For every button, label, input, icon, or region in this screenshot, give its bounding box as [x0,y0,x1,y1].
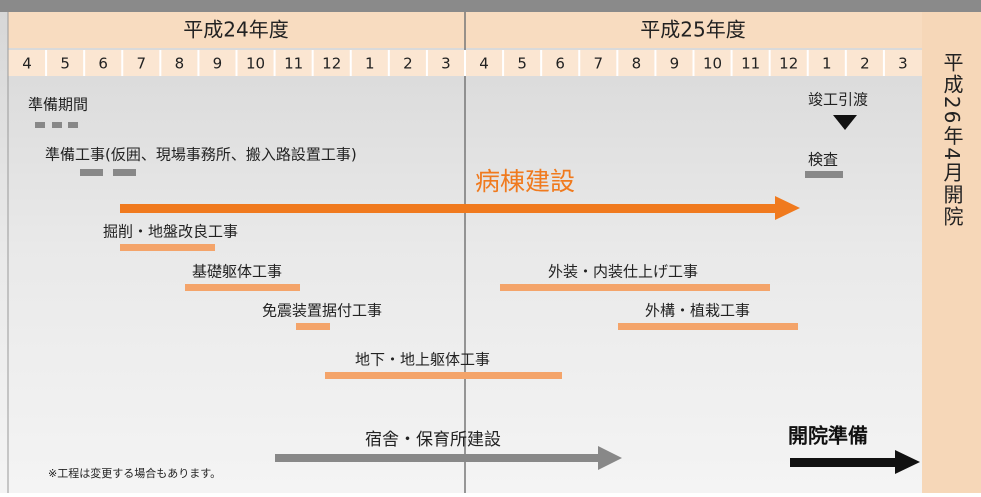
month-label: 8 [175,55,185,73]
task-label: 免震装置据付工事 [262,302,382,320]
year-label: 平成24年度 [183,18,288,42]
month-label: 12 [779,55,798,73]
task-label: 竣工引渡 [808,91,868,109]
month-label: 10 [703,55,722,73]
bar [113,169,136,176]
arrow [790,458,898,467]
task-label: 外装・内装仕上げ工事 [548,263,698,281]
main-arrow [120,204,780,213]
month-label: 3 [441,55,451,73]
schedule: 平成24年度 平成25年度 45678910111212345678910111… [0,0,981,493]
task-label: 掘削・地盤改良工事 [103,223,238,241]
month-label: 12 [322,55,341,73]
task-label: 外構・植栽工事 [645,302,750,320]
bar [618,323,798,330]
bar [325,372,562,379]
task-label: 検査 [808,151,838,169]
top-strip [0,0,981,12]
bar [185,284,300,291]
task-label: 宿舎・保育所建設 [365,430,501,450]
month-label: 11 [741,55,760,73]
year-label: 平成25年度 [640,18,745,42]
month-label: 7 [594,55,604,73]
month-label: 2 [860,55,870,73]
month-label: 3 [898,55,908,73]
month-label: 10 [246,55,265,73]
bar [120,244,215,251]
bar [80,169,103,176]
task-label: 準備期間 [28,96,88,114]
month-label: 9 [213,55,223,73]
task-label: 開院準備 [788,424,868,448]
month-label: 6 [98,55,108,73]
bar [296,323,330,330]
month-label: 4 [479,55,489,73]
task-label: 基礎躯体工事 [192,263,282,281]
month-label: 8 [632,55,642,73]
bar [805,171,843,178]
bar [68,122,78,128]
month-label: 5 [60,55,70,73]
bar [500,284,770,291]
month-label: 7 [137,55,147,73]
main-label: 病棟建設 [475,167,575,196]
side-label: 平成26年4月開院 [940,52,964,228]
month-label: 4 [22,55,32,73]
arrow [275,454,600,462]
month-label: 5 [517,55,527,73]
month-label: 9 [670,55,680,73]
month-label: 11 [284,55,303,73]
month-label: 1 [822,55,832,73]
month-label: 6 [555,55,565,73]
month-label: 2 [403,55,413,73]
bar [52,122,62,128]
bar [35,122,45,128]
task-label: 準備工事(仮囲、現場事務所、搬入路設置工事) [45,146,357,164]
note: ※工程は変更する場合もあります。 [48,466,221,480]
task-label: 地下・地上躯体工事 [355,351,490,369]
month-label: 1 [365,55,375,73]
